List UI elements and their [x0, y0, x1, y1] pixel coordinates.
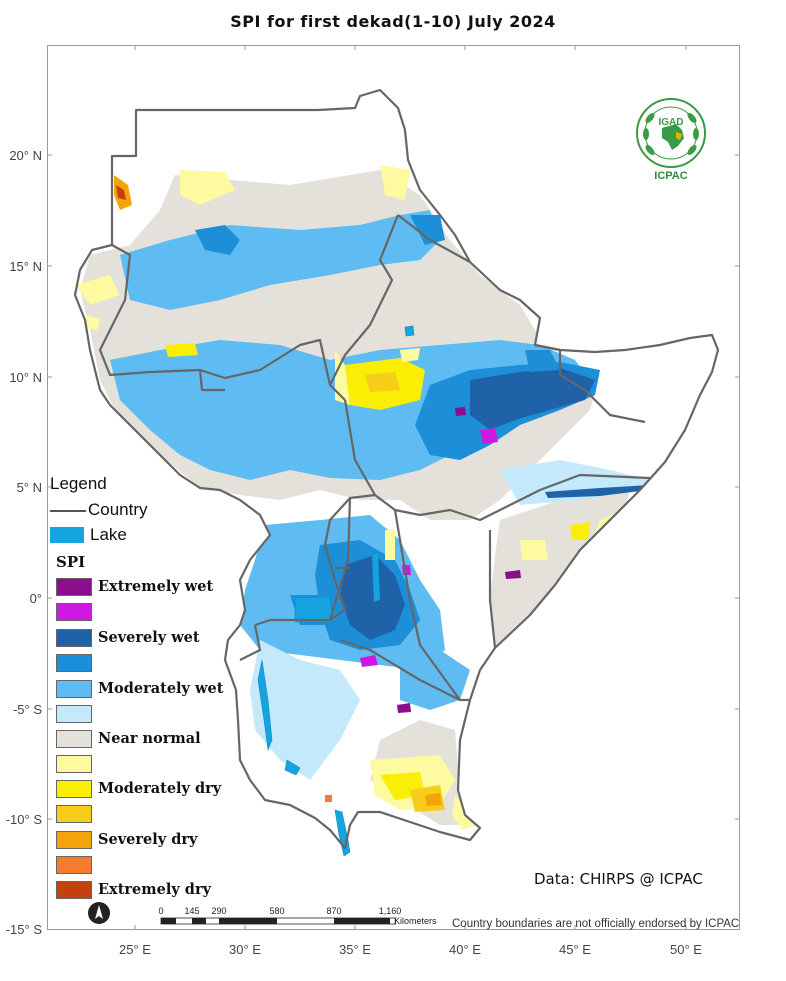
lon-label-40e: 40° E — [449, 942, 481, 957]
logo-text: IGAD — [659, 117, 684, 128]
spi-class-12: Extremely dry — [56, 881, 246, 901]
scale-tick: 870 — [326, 906, 342, 916]
igad-logo: IGAD — [632, 94, 710, 186]
legend-lake-label: Lake — [90, 525, 127, 544]
country-line-swatch — [50, 510, 86, 512]
spi-swatch — [56, 629, 92, 647]
spi-swatch — [56, 881, 92, 899]
icpac-logo-text: ICPAC — [654, 170, 688, 182]
spi-label: Moderately wet — [98, 680, 224, 697]
map-title: SPI for first dekad(1-10) July 2024 — [230, 12, 556, 31]
spi-swatch — [56, 805, 92, 823]
lat-label-5s: -5° S — [12, 702, 42, 717]
spi-swatch — [56, 780, 92, 798]
country-boundaries — [73, 88, 720, 850]
lat-label-10n: 10° N — [9, 370, 42, 385]
spi-label: Severely wet — [98, 629, 200, 646]
spi-class-0: Extremely wet — [56, 578, 246, 598]
lon-label-50e: 50° E — [670, 942, 702, 957]
data-source: Data: CHIRPS @ ICPAC — [534, 870, 703, 888]
spi-swatch — [56, 831, 92, 849]
scale-tick: 290 — [211, 906, 227, 916]
spi-class-1 — [56, 603, 246, 623]
lon-label-35e: 35° E — [339, 942, 371, 957]
scale-units: Kilometers — [394, 916, 437, 926]
lon-label-30e: 30° E — [229, 942, 261, 957]
spi-class-9 — [56, 805, 246, 825]
spi-class-11 — [56, 856, 246, 876]
spi-label: Extremely wet — [98, 578, 214, 595]
lat-label-0: 0° — [29, 591, 42, 606]
spi-legend-title: SPI — [56, 553, 86, 571]
scale-tick: 1,160 — [378, 906, 402, 916]
lat-label-5n: 5° N — [16, 480, 42, 495]
spi-label: Moderately dry — [98, 780, 222, 797]
spi-class-5 — [56, 705, 246, 725]
legend-lake: Lake — [50, 524, 190, 546]
spi-swatch — [56, 680, 92, 698]
spi-class-4: Moderately wet — [56, 680, 246, 700]
lat-label-20n: 20° N — [9, 148, 42, 163]
spi-swatch — [56, 730, 92, 748]
spi-swatch — [56, 578, 92, 596]
lat-label-15s: -15° S — [5, 922, 42, 937]
disclaimer: Country boundaries are not officially en… — [452, 918, 740, 930]
spi-swatch — [56, 755, 92, 773]
spi-class-10: Severely dry — [56, 831, 246, 851]
scale-bar-graphic — [160, 917, 396, 925]
axis-ticks — [47, 45, 740, 930]
spi-swatch — [56, 705, 92, 723]
scale-tick: 580 — [269, 906, 285, 916]
scale-tick: 145 — [184, 906, 200, 916]
spi-swatch — [56, 603, 92, 621]
legend-title: Legend — [50, 474, 107, 493]
lon-label-45e: 45° E — [559, 942, 591, 957]
legend-country: Country — [50, 500, 190, 522]
spi-raster — [75, 165, 650, 830]
spi-class-6: Near normal — [56, 730, 246, 750]
scale-tick: 0 — [158, 906, 164, 916]
spi-class-3 — [56, 654, 246, 674]
spi-label: Severely dry — [98, 831, 198, 848]
spi-swatch — [56, 654, 92, 672]
spi-label: Extremely dry — [98, 881, 212, 898]
north-arrow-icon — [88, 902, 110, 924]
lat-label-15n: 15° N — [9, 259, 42, 274]
scale-bar: 0 145 290 580 870 1,160 Kilometers — [156, 906, 456, 934]
legend-country-label: Country — [88, 500, 148, 519]
spi-class-8: Moderately dry — [56, 780, 246, 800]
lon-label-25e: 25° E — [119, 942, 151, 957]
spi-class-7 — [56, 755, 246, 775]
spi-class-2: Severely wet — [56, 629, 246, 649]
spi-label: Near normal — [98, 730, 201, 747]
lat-label-10s: -10° S — [5, 812, 42, 827]
spi-swatch — [56, 856, 92, 874]
lake-swatch — [50, 527, 84, 543]
